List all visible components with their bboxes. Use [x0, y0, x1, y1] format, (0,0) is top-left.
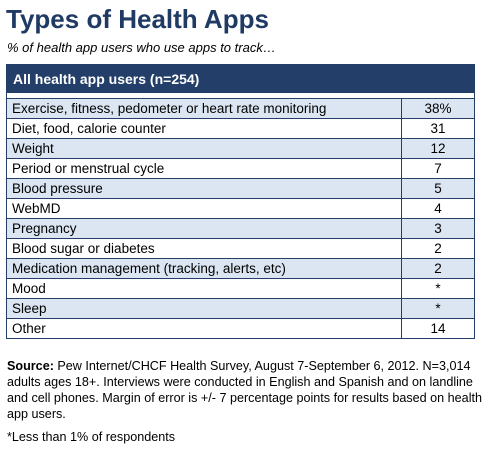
row-label: Pregnancy: [6, 218, 402, 239]
row-label: Blood sugar or diabetes: [6, 238, 402, 259]
row-label: WebMD: [6, 198, 402, 219]
table-row: Medication management (tracking, alerts,…: [6, 258, 475, 279]
table-row: Pregnancy 3: [6, 218, 475, 239]
source-label: Source:: [7, 359, 54, 373]
row-value: *: [401, 298, 475, 319]
row-value: 12: [401, 138, 475, 159]
row-label: Period or menstrual cycle: [6, 158, 402, 179]
row-label: Blood pressure: [6, 178, 402, 199]
row-label: Medication management (tracking, alerts,…: [6, 258, 402, 279]
row-value: 14: [401, 318, 475, 339]
row-label: Exercise, fitness, pedometer or heart ra…: [6, 98, 402, 119]
table-row: Exercise, fitness, pedometer or heart ra…: [6, 98, 475, 119]
row-label: Sleep: [6, 298, 402, 319]
row-value: 7: [401, 158, 475, 179]
title: Types of Health Apps: [6, 4, 269, 34]
row-value: 3: [401, 218, 475, 239]
row-label: Diet, food, calorie counter: [6, 118, 402, 139]
table-row: Other 14: [6, 318, 475, 339]
table-row: Mood *: [6, 278, 475, 299]
subtitle: % of health app users who use apps to tr…: [7, 40, 276, 55]
row-label: Mood: [6, 278, 402, 299]
table-heading: All health app users (n=254): [6, 64, 475, 93]
row-value: 31: [401, 118, 475, 139]
table-row: Sleep *: [6, 298, 475, 319]
row-value: 5: [401, 178, 475, 199]
table-row: Weight 12: [6, 138, 475, 159]
source: Source: Pew Internet/CHCF Health Survey,…: [7, 358, 485, 422]
table-row: Blood pressure 5: [6, 178, 475, 199]
footnote: *Less than 1% of respondents: [7, 430, 176, 444]
table-row: WebMD 4: [6, 198, 475, 219]
row-value: *: [401, 278, 475, 299]
row-label: Other: [6, 318, 402, 339]
row-label: Weight: [6, 138, 402, 159]
row-value: 4: [401, 198, 475, 219]
table: All health app users (n=254) Exercise, f…: [6, 64, 475, 339]
table-row: Period or menstrual cycle 7: [6, 158, 475, 179]
source-text: Pew Internet/CHCF Health Survey, August …: [7, 359, 482, 421]
row-value: 38%: [401, 98, 475, 119]
table-row: Blood sugar or diabetes 2: [6, 238, 475, 259]
row-value: 2: [401, 258, 475, 279]
table-row: Diet, food, calorie counter 31: [6, 118, 475, 139]
row-value: 2: [401, 238, 475, 259]
